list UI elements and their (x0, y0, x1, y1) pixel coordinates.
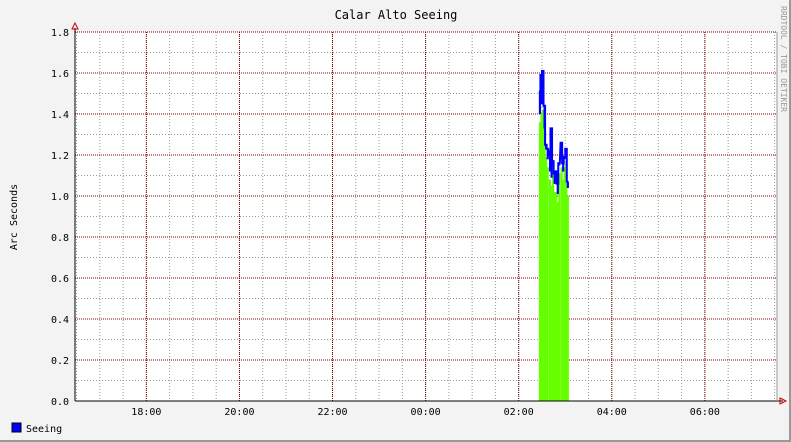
area-bar (540, 111, 543, 401)
x-tick-label: 22:00 (317, 407, 347, 418)
chart-title: Calar Alto Seeing (335, 8, 458, 22)
seeing-point (556, 183, 559, 195)
seeing-point (538, 91, 542, 115)
area-bar (560, 167, 563, 401)
area-bar (548, 179, 552, 401)
x-axis-arrow-icon (779, 397, 788, 405)
seeing-point (553, 173, 556, 184)
area-bar (541, 109, 545, 402)
x-tick-label: 04:00 (597, 407, 627, 418)
y-tick-label: 1.2 (51, 151, 69, 162)
y-tick-label: 0.2 (51, 356, 69, 367)
seeing-point (563, 157, 566, 160)
area-bar (543, 136, 546, 402)
watermark: RRDTOOL / TOBI OETIKER (779, 6, 788, 112)
area-bar (552, 173, 555, 401)
x-tick-label: 02:00 (504, 407, 534, 418)
legend-swatch-seeing (11, 422, 22, 433)
y-tick-label: 0.8 (51, 233, 69, 244)
area-bar (556, 202, 559, 401)
y-tick-label: 0.4 (51, 315, 69, 326)
area-bar (538, 122, 542, 401)
seeing-point (548, 155, 552, 172)
y-tick-label: 1.6 (51, 69, 69, 80)
y-tick-label: 1.8 (51, 28, 69, 39)
seeing-point (540, 75, 543, 104)
seeing-point (558, 163, 561, 166)
x-tick-label: 18:00 (131, 407, 161, 418)
area-bar (546, 167, 549, 401)
x-tick-label: 06:00 (690, 407, 720, 418)
area-bar (558, 173, 561, 401)
area-bar (566, 196, 569, 401)
y-tick-label: 1.0 (51, 192, 69, 203)
area-bar (545, 157, 548, 401)
area-bar (562, 179, 565, 401)
y-axis-arrow-icon (71, 21, 79, 30)
seeing-point (562, 163, 565, 172)
area-bar (550, 185, 553, 401)
x-tick-label: 00:00 (411, 407, 441, 418)
y-axis-label: Arc Seconds (9, 184, 20, 250)
area-bar (565, 161, 568, 401)
seeing-point (546, 148, 549, 160)
y-tick-label: 1.4 (51, 110, 69, 121)
area-bar (555, 191, 558, 401)
y-tick-label: 0.6 (51, 274, 69, 285)
seeing-point (566, 181, 569, 188)
y-tick-label: 0.0 (51, 397, 69, 408)
area-bar (553, 191, 556, 401)
area-bar (563, 167, 566, 401)
seeing-line (538, 69, 569, 185)
x-tick-label: 20:00 (224, 407, 254, 418)
legend-label-seeing: Seeing (26, 424, 62, 435)
